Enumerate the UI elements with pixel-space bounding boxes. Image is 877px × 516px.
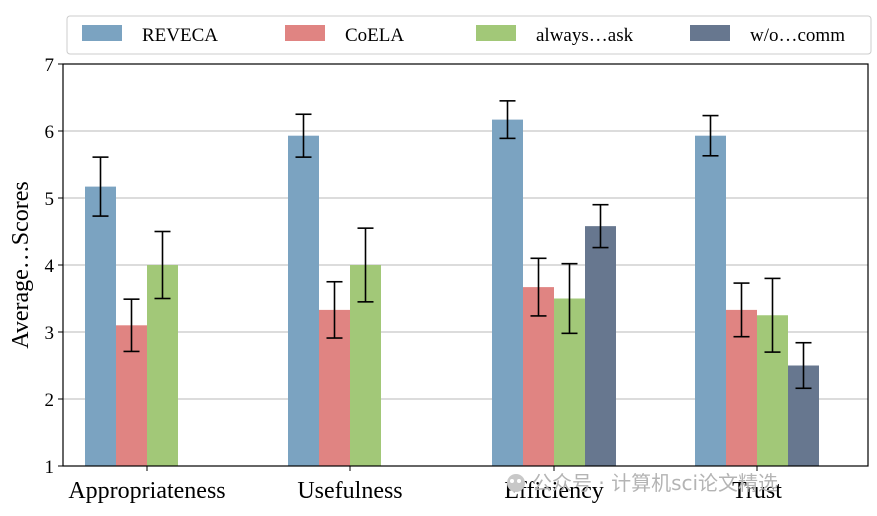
legend-swatch-3 [690, 25, 730, 41]
legend-swatch-2 [476, 25, 516, 41]
legend-swatch-0 [82, 25, 122, 41]
x-axis-labels: Appropriateness Usefulness Efficiency Trust [68, 466, 782, 504]
y-axis-ticks: 1 2 3 4 5 6 7 [45, 55, 63, 478]
y-tick-label: 3 [45, 323, 55, 344]
bar-efficiency-3 [585, 226, 616, 466]
legend-label-0: REVECA [142, 25, 218, 46]
legend-label-3: w/o…comm [750, 25, 845, 46]
legend-swatch-1 [285, 25, 325, 41]
bar-trust-0 [695, 135, 726, 466]
y-tick-label: 1 [45, 457, 55, 478]
legend-label-2: always…ask [536, 25, 634, 46]
legend-box [66, 15, 872, 55]
watermark-icon [507, 474, 525, 492]
x-tick-label-trust: Trust [732, 478, 782, 504]
bar-appropriateness-0 [85, 186, 116, 467]
error-bars [92, 100, 812, 390]
y-axis-title: Average…Scores [8, 181, 34, 348]
bar-efficiency-1 [523, 287, 554, 466]
y-tick-label: 4 [45, 256, 55, 277]
legend: REVECA CoELA always…ask w/o…comm [66, 15, 872, 55]
y-tick-label: 6 [45, 122, 55, 143]
bar-usefulness-0 [288, 135, 319, 466]
bars [85, 119, 819, 467]
x-tick-label-appropriateness: Appropriateness [68, 478, 225, 504]
bar-efficiency-0 [492, 119, 523, 467]
y-tick-label: 7 [45, 55, 55, 76]
watermark-text: 公众号 · 计算机sci论文精选 [532, 471, 778, 495]
x-tick-label-usefulness: Usefulness [297, 478, 402, 504]
y-tick-label: 2 [45, 390, 55, 411]
legend-label-1: CoELA [345, 25, 404, 46]
y-tick-label: 5 [45, 189, 55, 210]
